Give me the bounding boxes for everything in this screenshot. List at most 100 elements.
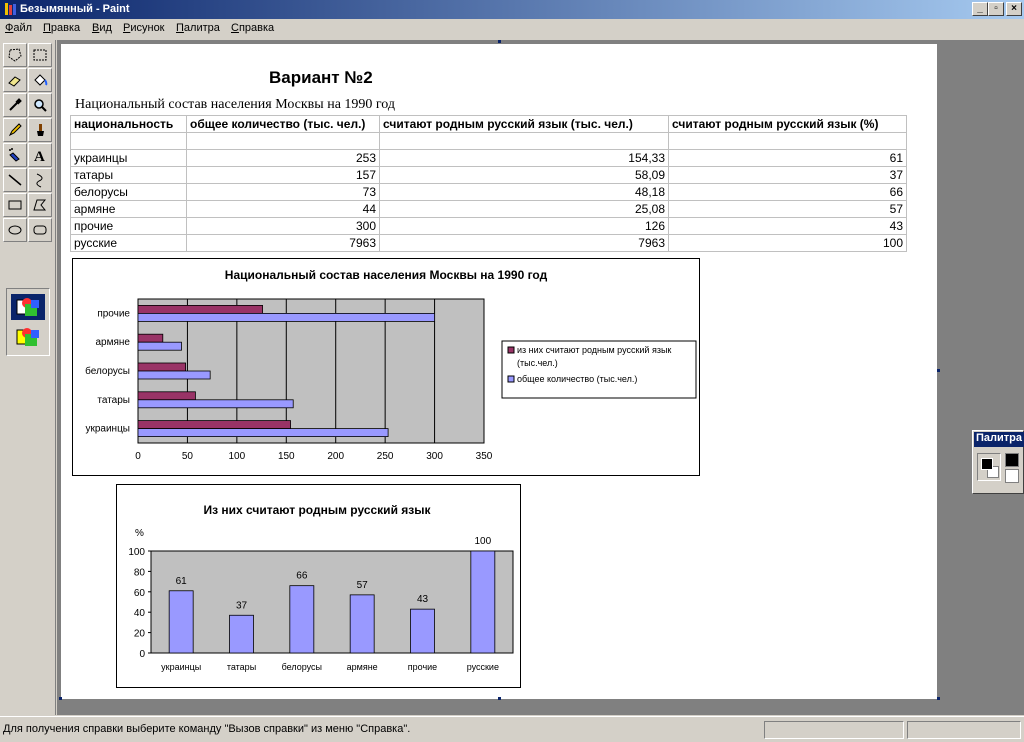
airbrush-tool[interactable] [3, 143, 27, 167]
opaque-background-option[interactable] [11, 294, 45, 320]
x-tick-label: белорусы [282, 662, 322, 672]
bar-russian-native [137, 420, 291, 430]
close-button[interactable]: × [1006, 2, 1022, 16]
data-label: 61 [176, 576, 188, 587]
menu-image[interactable]: Рисунок [123, 22, 165, 34]
bar-russian-native [137, 362, 187, 372]
table-cell: 44 [186, 200, 380, 218]
chart-title: Из них считают родным русский язык [203, 503, 431, 517]
data-label: 57 [357, 580, 369, 591]
table-cell: прочие [70, 217, 187, 235]
palette-window[interactable]: Палитра [972, 430, 1024, 494]
data-label: 43 [417, 594, 429, 605]
menu-edit[interactable]: Правка [43, 22, 81, 34]
eraser-tool[interactable] [3, 68, 27, 92]
menu-view[interactable]: Вид [92, 22, 112, 34]
rect-select-tool[interactable] [28, 43, 52, 67]
table-cell: 7963 [186, 234, 380, 252]
header-nationality: национальность [70, 115, 187, 133]
x-tick-label: прочие [408, 662, 437, 672]
title-bar: Безымянный - Paint _ ▫ × [0, 0, 1024, 19]
free-select-icon [8, 48, 22, 62]
y-tick-label: белорусы [85, 365, 130, 377]
text-icon: A [34, 149, 45, 163]
palette-color-black[interactable] [1005, 453, 1019, 467]
y-tick-label: 80 [134, 567, 146, 578]
menu-help[interactable]: Справка [231, 22, 275, 34]
x-tick-label: татары [227, 662, 256, 672]
table-cell: татары [70, 166, 187, 184]
resize-handle-corner[interactable] [937, 697, 940, 700]
y-tick-label: 60 [134, 588, 146, 599]
table-row: армяне 44 25,08 57 [70, 200, 907, 218]
status-text: Для получения справки выберите команду "… [3, 723, 411, 735]
data-label: 100 [474, 536, 491, 547]
brush-tool[interactable] [28, 118, 52, 142]
line-icon [8, 174, 22, 186]
bar-total [137, 370, 211, 380]
magnifier-tool[interactable] [28, 93, 52, 117]
resize-handle-right[interactable] [937, 369, 940, 372]
status-coordinates [764, 721, 904, 739]
table-cell [186, 132, 380, 150]
table-cell [668, 132, 907, 150]
data-table: национальность общее количество (тыс. че… [70, 115, 907, 252]
x-tick-label: 0 [135, 451, 141, 462]
data-label: 37 [236, 600, 248, 611]
table-header-row: национальность общее количество (тыс. че… [70, 115, 907, 133]
free-select-tool[interactable] [3, 43, 27, 67]
table-cell: армяне [70, 200, 187, 218]
table-row: татары 157 58,09 37 [70, 166, 907, 184]
table-cell: 58,09 [379, 166, 669, 184]
y-tick-label: татары [97, 395, 130, 406]
legend-label-russian-native: из них считают родным русский язык (тыс.ч… [517, 345, 671, 368]
bar-russian-native [137, 305, 263, 314]
current-colors[interactable] [977, 453, 1001, 481]
y-tick-label: украинцы [85, 424, 130, 435]
table-cell: 126 [379, 217, 669, 235]
ellipse-tool[interactable] [3, 218, 27, 242]
line-tool[interactable] [3, 168, 27, 192]
rectangle-tool[interactable] [3, 193, 27, 217]
plot-area [150, 550, 514, 654]
pencil-icon [8, 123, 22, 137]
window-title: Безымянный - Paint [20, 3, 130, 15]
y-axis-label: % [135, 528, 144, 539]
rounded-rectangle-tool[interactable] [28, 218, 52, 242]
chart-title: Национальный состав населения Москвы на … [225, 268, 548, 282]
resize-handle-bottom[interactable] [498, 697, 501, 700]
table-cell: 300 [186, 217, 380, 235]
rect-select-icon [33, 49, 47, 61]
polygon-tool[interactable] [28, 193, 52, 217]
menu-palette[interactable]: Палитра [176, 22, 220, 34]
bar [289, 585, 315, 654]
resize-handle-top[interactable] [498, 40, 501, 43]
menu-bar: Файл Правка Вид Рисунок Палитра Справка [0, 19, 1024, 38]
table-cell: 157 [186, 166, 380, 184]
table-cell: 37 [668, 166, 907, 184]
airbrush-icon [9, 148, 20, 162]
palette-color-white[interactable] [1005, 469, 1019, 483]
x-tick-label: 300 [426, 451, 443, 462]
menu-file[interactable]: Файл [5, 22, 33, 34]
bar [470, 550, 496, 654]
curve-tool[interactable] [28, 168, 52, 192]
y-tick-label: прочие [97, 308, 130, 319]
table-row: белорусы 73 48,18 66 [70, 183, 907, 201]
resize-handle-bottom-left[interactable] [59, 697, 62, 700]
fill-tool[interactable] [28, 68, 52, 92]
header-total: общее количество (тыс. чел.) [186, 115, 380, 133]
transparent-background-option[interactable] [11, 324, 45, 350]
x-tick-label: 200 [327, 451, 344, 462]
horizontal-bar-chart-svg: Национальный состав населения Москвы на … [85, 268, 697, 462]
pencil-tool[interactable] [3, 118, 27, 142]
maximize-button[interactable]: ▫ [988, 2, 1004, 16]
color-picker-tool[interactable] [3, 93, 27, 117]
y-tick-label: 0 [139, 649, 145, 660]
foreground-color-swatch [981, 458, 993, 470]
minimize-button[interactable]: _ [972, 2, 988, 16]
table-blank-row [70, 132, 907, 150]
drawing-canvas[interactable]: Вариант №2 Национальный состав населения… [61, 44, 937, 699]
text-tool[interactable]: A [28, 143, 52, 167]
bar-total [137, 399, 294, 409]
